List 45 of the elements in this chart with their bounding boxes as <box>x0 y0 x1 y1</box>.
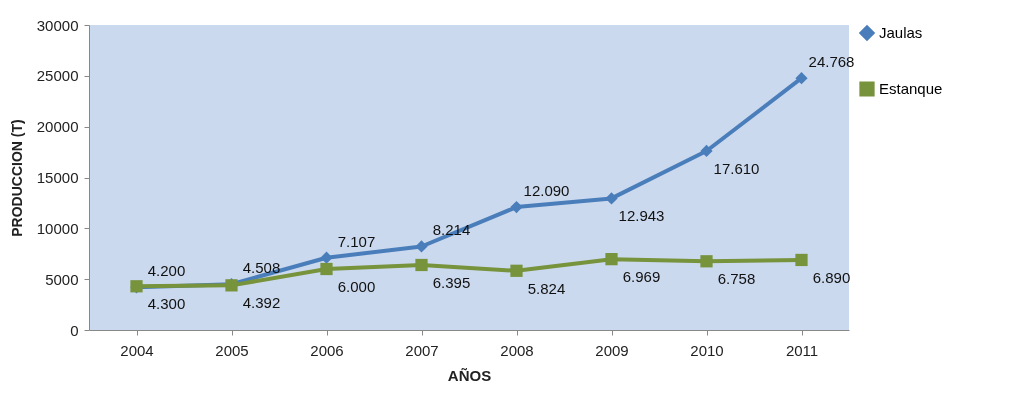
point <box>795 72 808 85</box>
data-label: 12.090 <box>523 182 570 200</box>
point <box>415 240 428 253</box>
point <box>510 264 523 277</box>
x-tick-label: 2007 <box>405 341 439 359</box>
x-tick-label: 2011 <box>785 341 819 359</box>
y-tick-label: 25000 <box>36 67 79 85</box>
data-label: 4.300 <box>147 295 186 313</box>
data-label: 17.610 <box>713 159 760 177</box>
data-label: 6.395 <box>432 273 471 291</box>
x-tick-label: 2005 <box>215 341 249 359</box>
point <box>510 200 523 214</box>
y-tick-label: 30000 <box>36 16 79 34</box>
data-label: 7.107 <box>337 232 376 250</box>
data-label: 24.768 <box>808 53 855 71</box>
point <box>605 253 618 266</box>
y-tick-label: 10000 <box>36 219 79 237</box>
data-label: 6.969 <box>622 268 661 286</box>
x-tick-label: 2010 <box>690 341 724 359</box>
data-label: 4.508 <box>242 259 281 277</box>
x-tick-label: 2004 <box>120 341 154 359</box>
y-axis-title: PRODUCCION (T) <box>8 119 25 237</box>
point <box>700 255 713 268</box>
x-tick-label: 2006 <box>310 341 344 359</box>
y-tick-label: 20000 <box>36 118 79 136</box>
y-tick-label: 0 <box>70 321 79 339</box>
legend-label: Estanque <box>879 80 943 97</box>
point <box>320 262 333 276</box>
data-label: 6.000 <box>337 278 376 295</box>
data-label: 6.890 <box>812 268 851 286</box>
data-label: 4.200 <box>147 262 186 280</box>
y-tick-label: 5000 <box>45 270 79 288</box>
x-axis-title: AÑOS <box>447 366 492 384</box>
data-label: 6.758 <box>717 270 756 288</box>
data-label: 5.824 <box>527 279 566 297</box>
y-tick-label: 15000 <box>36 169 79 186</box>
data-label: 4.392 <box>242 294 281 312</box>
point <box>320 251 333 264</box>
point <box>415 258 428 272</box>
x-tick-label: 2009 <box>595 341 629 359</box>
x-tick-label: 2008 <box>500 341 534 359</box>
legend-label: Jaulas <box>879 24 923 41</box>
point <box>795 253 808 267</box>
point <box>700 144 713 158</box>
data-label: 12.943 <box>618 207 665 225</box>
